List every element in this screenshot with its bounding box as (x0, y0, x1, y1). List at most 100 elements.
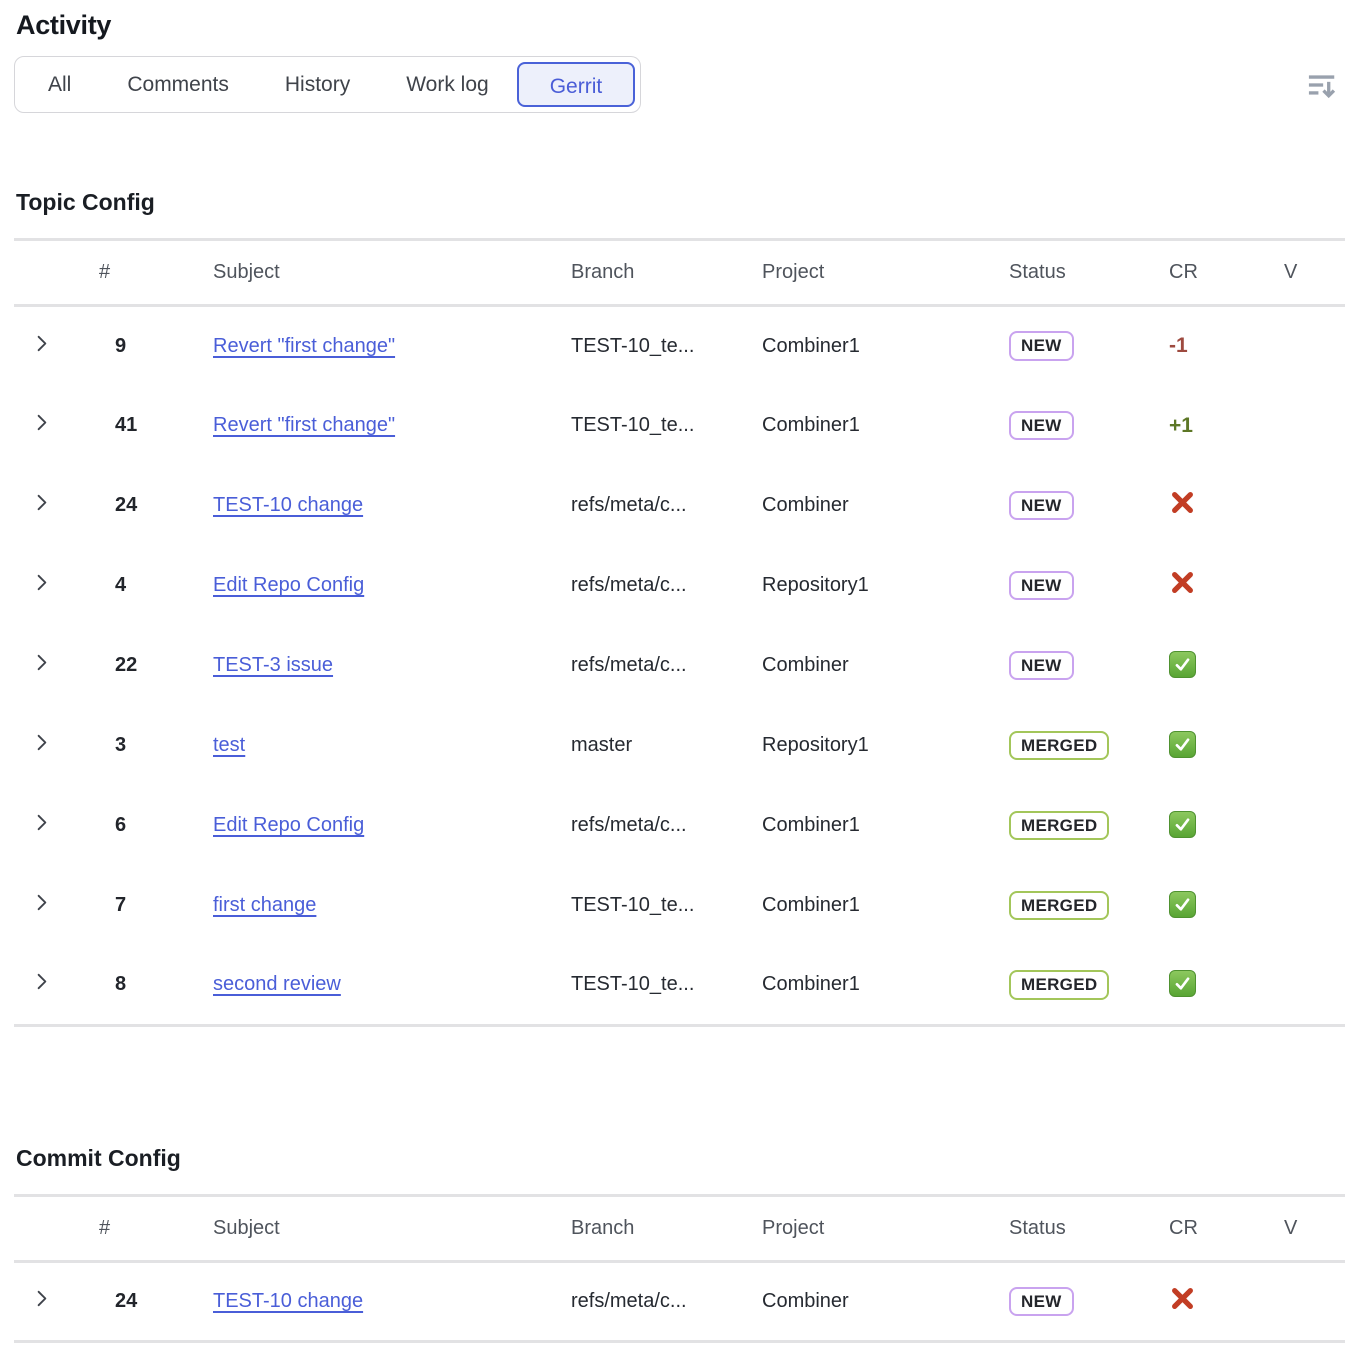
column-header-expander (14, 1195, 85, 1263)
change-number-cell: 4 (115, 574, 127, 596)
column-header-status: Status (995, 1195, 1155, 1263)
chevron-right-icon (37, 414, 47, 431)
expander-cell (14, 546, 85, 626)
row-expander-button[interactable] (30, 731, 53, 754)
subject-cell: first change (199, 866, 557, 946)
row-expander-button[interactable] (30, 332, 53, 355)
project-cell: Combiner (762, 494, 849, 516)
branch-cell: refs/meta/c... (571, 814, 687, 836)
tab-work-log[interactable]: Work log (378, 62, 516, 107)
chevron-right-icon (37, 974, 47, 990)
column-header-subject: Subject (199, 239, 557, 307)
project-cell: Combiner1 (762, 894, 860, 916)
row-expander-button[interactable] (30, 811, 53, 834)
subject-link[interactable]: TEST-3 issue (213, 654, 334, 676)
expander-cell (14, 306, 85, 386)
status-badge: NEW (1009, 490, 1074, 521)
row-expander-button[interactable] (30, 651, 53, 674)
commit-config-table: # Subject Branch Project Status CR V 24 TEST-10 … (14, 1194, 1345, 1343)
subject-link[interactable]: Edit Repo Config (213, 814, 365, 836)
status-cell: NEW (995, 546, 1155, 626)
branch-cell: TEST-10_te... (571, 334, 695, 357)
column-header-cr: CR (1155, 239, 1270, 307)
subject-link[interactable]: Revert "first change" (213, 414, 396, 436)
column-header-project: Project (748, 1195, 995, 1263)
column-header-v: V (1270, 1195, 1345, 1263)
status-badge: NEW (1009, 410, 1074, 441)
status-badge: NEW (1009, 331, 1074, 362)
subject-link[interactable]: TEST-10 change (213, 1290, 364, 1312)
code-review-cell: -1 (1155, 306, 1270, 386)
subject-link[interactable]: test (213, 734, 246, 756)
red-cross-icon (1172, 492, 1193, 513)
status-cell: NEW (995, 466, 1155, 546)
subject-link[interactable]: TEST-10 change (213, 494, 364, 516)
row-expander-button[interactable] (30, 411, 53, 434)
change-number-cell: 24 (115, 1290, 138, 1312)
page-title: Activity (16, 10, 112, 40)
section-title-topic-config: Topic Config (16, 189, 155, 215)
subject-cell: Revert "first change" (199, 306, 557, 386)
verified-cell (1270, 546, 1345, 626)
code-review-cell (1155, 626, 1270, 706)
status-cell: MERGED (995, 786, 1155, 866)
green-check-icon (1169, 970, 1196, 998)
expander-cell (14, 386, 85, 466)
red-cross-icon (1172, 1288, 1193, 1309)
verified-cell (1270, 1262, 1345, 1342)
green-check-icon (1169, 731, 1196, 758)
chevron-right-icon (37, 574, 47, 591)
project-cell: Repository1 (762, 574, 869, 596)
subject-link[interactable]: second review (213, 973, 341, 996)
tab-gerrit[interactable]: Gerrit (516, 62, 636, 107)
verified-cell (1270, 786, 1345, 866)
chevron-right-icon (37, 814, 47, 831)
sort-descending-icon[interactable] (1301, 66, 1339, 104)
subject-link[interactable]: Edit Repo Config (213, 574, 365, 596)
column-header-expander (14, 239, 85, 307)
table-header-row: # Subject Branch Project Status CR V (14, 1195, 1345, 1263)
expander-cell (14, 1262, 85, 1342)
red-cross-icon (1169, 1288, 1196, 1317)
project-cell: Repository1 (762, 734, 869, 756)
tab-comments[interactable]: Comments (99, 62, 257, 107)
branch-cell: master (571, 734, 633, 756)
row-expander-button[interactable] (30, 571, 53, 594)
table-header-row: # Subject Branch Project Status CR V (14, 239, 1345, 307)
subject-cell: TEST-10 change (199, 1262, 557, 1342)
expander-cell (14, 706, 85, 786)
row-expander-button[interactable] (30, 891, 53, 914)
change-number-cell: 41 (115, 414, 138, 436)
tab-all[interactable]: All (20, 62, 99, 107)
expander-cell (14, 626, 85, 706)
code-review-cell (1155, 466, 1270, 546)
tab-history[interactable]: History (257, 62, 378, 107)
code-review-cell (1155, 946, 1270, 1026)
row-expander-button[interactable] (30, 491, 53, 514)
subject-cell: test (199, 706, 557, 786)
status-cell: MERGED (995, 946, 1155, 1026)
status-badge: NEW (1009, 650, 1074, 681)
code-review-cell (1155, 786, 1270, 866)
project-cell: Combiner1 (762, 334, 860, 357)
column-header-status: Status (995, 239, 1155, 307)
green-check-icon (1169, 651, 1196, 678)
verified-cell (1270, 706, 1345, 786)
code-review-cell (1155, 866, 1270, 946)
verified-cell (1270, 946, 1345, 1026)
change-number-cell: 24 (115, 494, 138, 516)
change-number-cell: 8 (115, 973, 127, 996)
row-expander-button[interactable] (30, 1287, 53, 1310)
check-mark-glyph (1175, 977, 1190, 990)
subject-link[interactable]: Revert "first change" (213, 334, 396, 357)
check-mark-glyph (1175, 658, 1190, 671)
code-review-cell (1155, 706, 1270, 786)
red-cross-icon (1169, 492, 1196, 521)
chevron-right-icon (37, 654, 47, 671)
green-check-icon (1169, 891, 1196, 918)
subject-link[interactable]: first change (213, 894, 317, 916)
verified-cell (1270, 626, 1345, 706)
row-expander-button[interactable] (30, 970, 53, 993)
status-cell: MERGED (995, 866, 1155, 946)
